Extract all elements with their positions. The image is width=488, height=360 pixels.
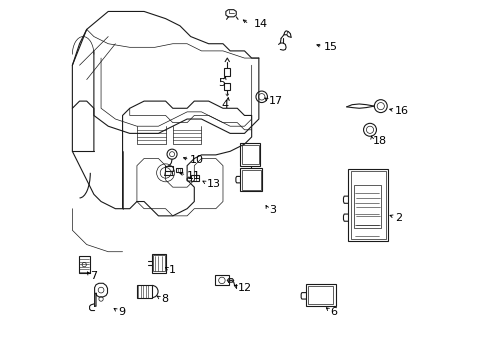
Bar bbox=[224, 68, 230, 76]
Bar bbox=[240, 168, 262, 192]
Text: 8: 8 bbox=[161, 294, 168, 304]
Bar bbox=[137, 285, 152, 298]
Text: 13: 13 bbox=[206, 179, 221, 189]
Bar bbox=[215, 275, 228, 285]
Bar bbox=[241, 145, 258, 164]
Text: 2: 2 bbox=[394, 213, 402, 222]
Bar bbox=[241, 170, 261, 190]
Bar bbox=[153, 255, 164, 271]
Bar bbox=[308, 286, 333, 304]
Bar bbox=[224, 83, 230, 90]
Bar bbox=[164, 166, 172, 171]
Bar bbox=[152, 254, 166, 273]
Text: 12: 12 bbox=[238, 283, 252, 293]
Bar bbox=[79, 256, 89, 273]
Bar bbox=[305, 284, 335, 306]
Text: 1: 1 bbox=[169, 265, 176, 275]
Bar bbox=[176, 168, 182, 172]
Bar bbox=[353, 185, 381, 228]
Text: 10: 10 bbox=[190, 155, 203, 165]
Bar bbox=[240, 143, 260, 166]
Bar bbox=[348, 169, 387, 241]
Text: 4: 4 bbox=[221, 100, 228, 110]
Bar bbox=[350, 171, 385, 239]
Text: 6: 6 bbox=[330, 307, 337, 316]
Text: 5: 5 bbox=[217, 78, 224, 88]
Text: 16: 16 bbox=[394, 106, 408, 116]
Text: 15: 15 bbox=[323, 42, 337, 52]
Text: 11: 11 bbox=[187, 171, 201, 181]
Text: 18: 18 bbox=[372, 136, 386, 145]
Text: 14: 14 bbox=[253, 19, 267, 29]
Text: 3: 3 bbox=[268, 206, 275, 216]
Text: 9: 9 bbox=[118, 307, 125, 317]
Text: 7: 7 bbox=[90, 271, 97, 281]
Text: 17: 17 bbox=[268, 96, 283, 106]
Bar bbox=[191, 175, 199, 181]
